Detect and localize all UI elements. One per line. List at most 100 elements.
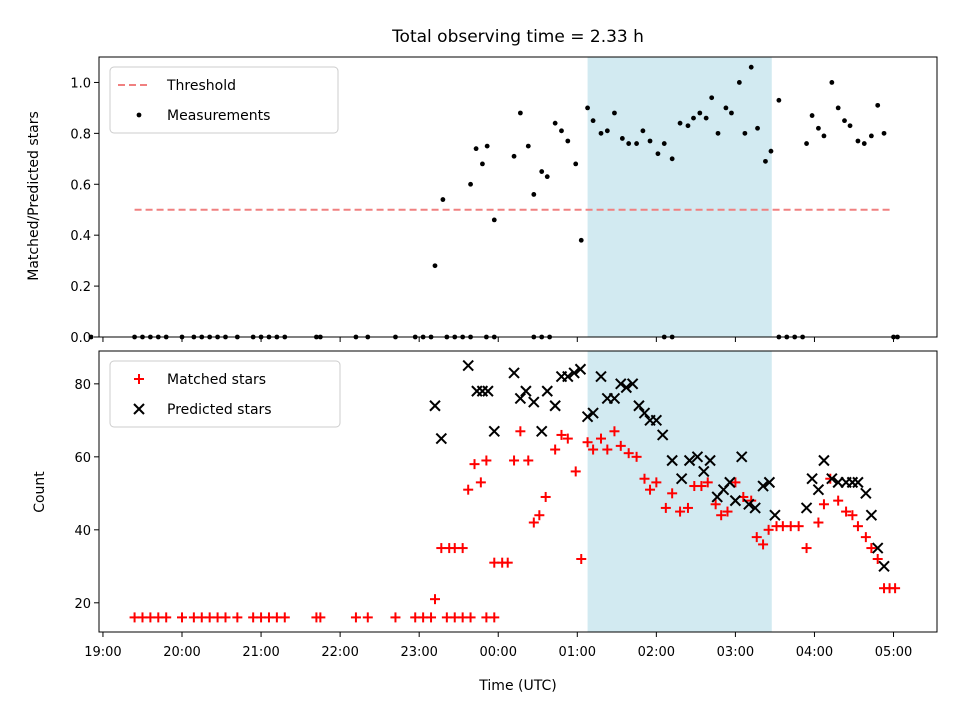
legend-measurement-label: Measurements: [167, 108, 270, 124]
measurement-point: [835, 105, 841, 111]
matched-star-point: [502, 557, 513, 568]
matched-star-point: [429, 594, 440, 605]
predicted-star-point: [818, 454, 830, 467]
plot-frame: [98, 56, 938, 338]
matched-star-point: [667, 488, 678, 499]
predicted-x-b: [587, 407, 599, 419]
predicted-x-b: [865, 509, 878, 521]
predicted-star-point: [812, 483, 825, 496]
measurement-point: [88, 334, 94, 340]
predicted-x-b: [757, 480, 769, 492]
measurement-point: [742, 130, 748, 136]
predicted-x-b: [562, 370, 574, 383]
predicted-star-point: [608, 392, 621, 405]
predicted-x-b: [514, 392, 527, 405]
measurement-point: [612, 110, 617, 116]
predicted-star-point: [549, 400, 561, 412]
predicted-x-b: [826, 473, 838, 485]
predicted-x-b: [852, 476, 864, 489]
predicted-x-b: [656, 429, 669, 441]
predicted-x-b: [736, 451, 748, 463]
predicted-x-b: [520, 385, 532, 397]
measurement-point: [855, 138, 861, 144]
predicted-star-point: [757, 480, 769, 492]
predicted-star-point: [878, 560, 890, 573]
matched-star-point: [315, 612, 326, 623]
y-tick-label: 0.6: [70, 178, 91, 193]
measurement-point: [748, 64, 754, 70]
predicted-x-b: [675, 473, 688, 485]
x-tick-label: 00:00: [480, 645, 517, 660]
predicted-x-b: [638, 407, 651, 419]
predicted-star-point: [691, 451, 704, 463]
predicted-x-b: [488, 425, 500, 437]
predicted-star-point: [800, 502, 813, 514]
predicted-star-point: [865, 509, 878, 521]
predicted-x-b: [724, 476, 736, 489]
matched-star-point: [475, 477, 486, 488]
predicted-x-b: [574, 363, 587, 375]
predicted-star-point: [587, 407, 599, 419]
matched-star-point: [576, 554, 587, 565]
matched-star-point: [465, 612, 476, 623]
matched-star-point: [860, 532, 871, 543]
predicted-star-point: [568, 367, 580, 379]
legend-matched-label: Matched stars: [167, 372, 266, 388]
predicted-star-point: [620, 381, 633, 394]
matched-star-point: [866, 543, 877, 554]
predicted-x-b: [860, 487, 872, 500]
predicted-x-b: [743, 498, 755, 510]
predicted-star-point: [462, 359, 474, 372]
y-tick-label: 20: [74, 597, 91, 612]
predicted-x-b: [769, 509, 781, 521]
predicted-star-point: [826, 473, 838, 485]
matched-star-point: [645, 484, 656, 495]
predicted-star-point: [860, 487, 872, 500]
predicted-star-point: [763, 476, 776, 489]
predicted-star-point: [482, 385, 494, 397]
matched-star-point: [660, 502, 671, 513]
measurement-point: [511, 153, 517, 159]
measurement-point: [842, 118, 847, 124]
measurement-point: [440, 197, 446, 202]
x-tick-label: 01:00: [559, 645, 596, 660]
matched-star-point: [177, 612, 188, 623]
predicted-star-point: [736, 451, 748, 463]
predicted-x-b: [595, 370, 607, 383]
measurement-point: [626, 141, 632, 146]
matched-star-point: [556, 429, 567, 440]
predicted-star-point: [724, 476, 736, 489]
y-tick-label: 40: [74, 524, 91, 539]
x-tick-label: 21:00: [242, 645, 279, 660]
measurement-point: [755, 125, 760, 131]
measurement-point: [484, 143, 490, 149]
predicted-star-point: [743, 498, 755, 510]
matched-star-point: [763, 524, 774, 535]
y-tick-label: 0.8: [70, 127, 91, 142]
predicted-star-point: [872, 542, 884, 554]
predicted-star-point: [520, 385, 532, 397]
matched-star-point: [609, 426, 620, 437]
predicted-x-b: [508, 367, 520, 379]
predicted-star-point: [508, 367, 520, 379]
matched-star-point: [523, 455, 534, 466]
predicted-star-point: [435, 432, 448, 445]
measurement-point: [691, 115, 696, 121]
legend-threshold-label: Threshold: [166, 78, 236, 94]
legend-measurement-swatch: [136, 112, 142, 118]
predicted-x-b: [620, 381, 633, 394]
legend-predicted-label: Predicted stars: [167, 402, 272, 418]
measurement-point: [544, 174, 550, 180]
measurement-point: [703, 115, 709, 121]
measurement-point: [655, 151, 661, 157]
y-tick-label: 1.0: [70, 76, 91, 91]
matched-star-point: [220, 612, 231, 623]
predicted-star-point: [749, 502, 761, 514]
predicted-star-point: [626, 378, 639, 390]
matched-star-point: [696, 481, 707, 492]
bottom-y-axis-label: Count: [32, 471, 48, 513]
y-tick-label: 0.2: [70, 280, 91, 295]
observing-window-span: [587, 57, 772, 337]
measurement-point: [847, 123, 853, 129]
predicted-x-b: [729, 494, 742, 507]
